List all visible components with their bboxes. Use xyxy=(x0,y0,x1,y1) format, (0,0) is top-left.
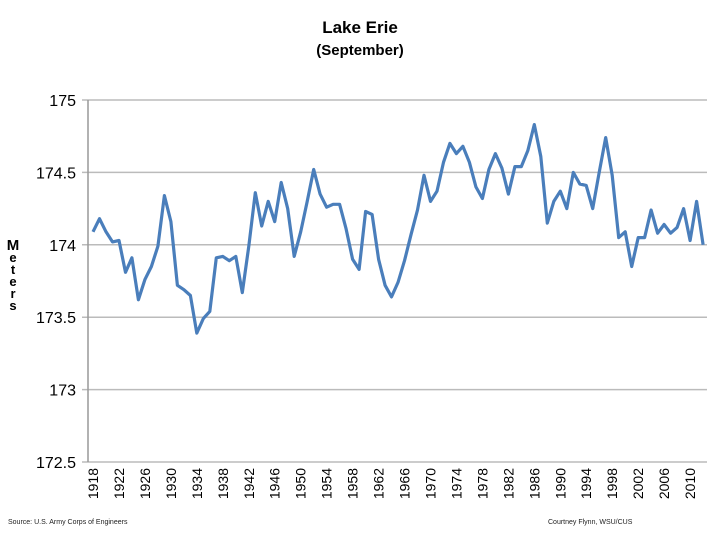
x-tick-label: 2006 xyxy=(656,468,672,499)
x-tick-label: 2010 xyxy=(682,468,698,499)
y-tick-label: 172.5 xyxy=(36,455,76,472)
y-tick-label: 174 xyxy=(49,238,76,255)
x-tick-label: 1998 xyxy=(604,468,620,499)
series-line xyxy=(91,122,705,335)
x-tick-label: 1950 xyxy=(293,468,309,499)
x-tick-label: 1922 xyxy=(111,468,127,499)
y-axis-label-letter: e xyxy=(9,274,17,289)
x-tick-label: 1982 xyxy=(500,468,516,499)
y-tick-label: 175 xyxy=(49,93,76,110)
x-tick-label: 1926 xyxy=(137,468,153,499)
y-tick-label: 174.5 xyxy=(36,165,76,182)
x-tick-label: 1938 xyxy=(215,468,231,499)
x-tick-label: 1990 xyxy=(552,468,568,499)
y-axis-label-letter: e xyxy=(9,250,17,265)
x-tick-label: 1958 xyxy=(345,468,361,499)
y-tick-label: 173.5 xyxy=(36,310,76,327)
x-tick-label: 1962 xyxy=(371,468,387,499)
x-tick-label: 1934 xyxy=(189,468,205,499)
y-tick-label: 173 xyxy=(49,383,76,400)
y-axis-label-letter: r xyxy=(10,286,16,301)
x-tick-label: 1974 xyxy=(448,468,464,499)
y-axis-label-letter: s xyxy=(9,298,17,313)
x-tick-label: 1970 xyxy=(422,468,438,499)
x-tick-label: 2002 xyxy=(630,468,646,499)
x-tick-label: 1994 xyxy=(578,468,594,499)
x-tick-label: 1966 xyxy=(397,468,413,499)
y-axis-label-letter: M xyxy=(6,237,20,254)
x-tick-label: 1946 xyxy=(267,468,283,499)
x-tick-label: 1954 xyxy=(319,468,335,499)
source-note: Source: U.S. Army Corps of Engineers xyxy=(8,519,128,526)
x-tick-label: 1942 xyxy=(241,468,257,499)
chart-title: Lake Erie xyxy=(322,18,398,37)
x-tick-label: 1978 xyxy=(474,468,490,499)
y-axis-label-letter: t xyxy=(10,262,16,277)
x-tick-label: 1918 xyxy=(85,468,101,499)
x-tick-label: 1930 xyxy=(163,468,179,499)
credit-note: Courtney Flynn, WSU/CUS xyxy=(548,519,633,526)
x-tick-label: 1986 xyxy=(526,468,542,499)
chart-subtitle: (September) xyxy=(316,42,404,59)
